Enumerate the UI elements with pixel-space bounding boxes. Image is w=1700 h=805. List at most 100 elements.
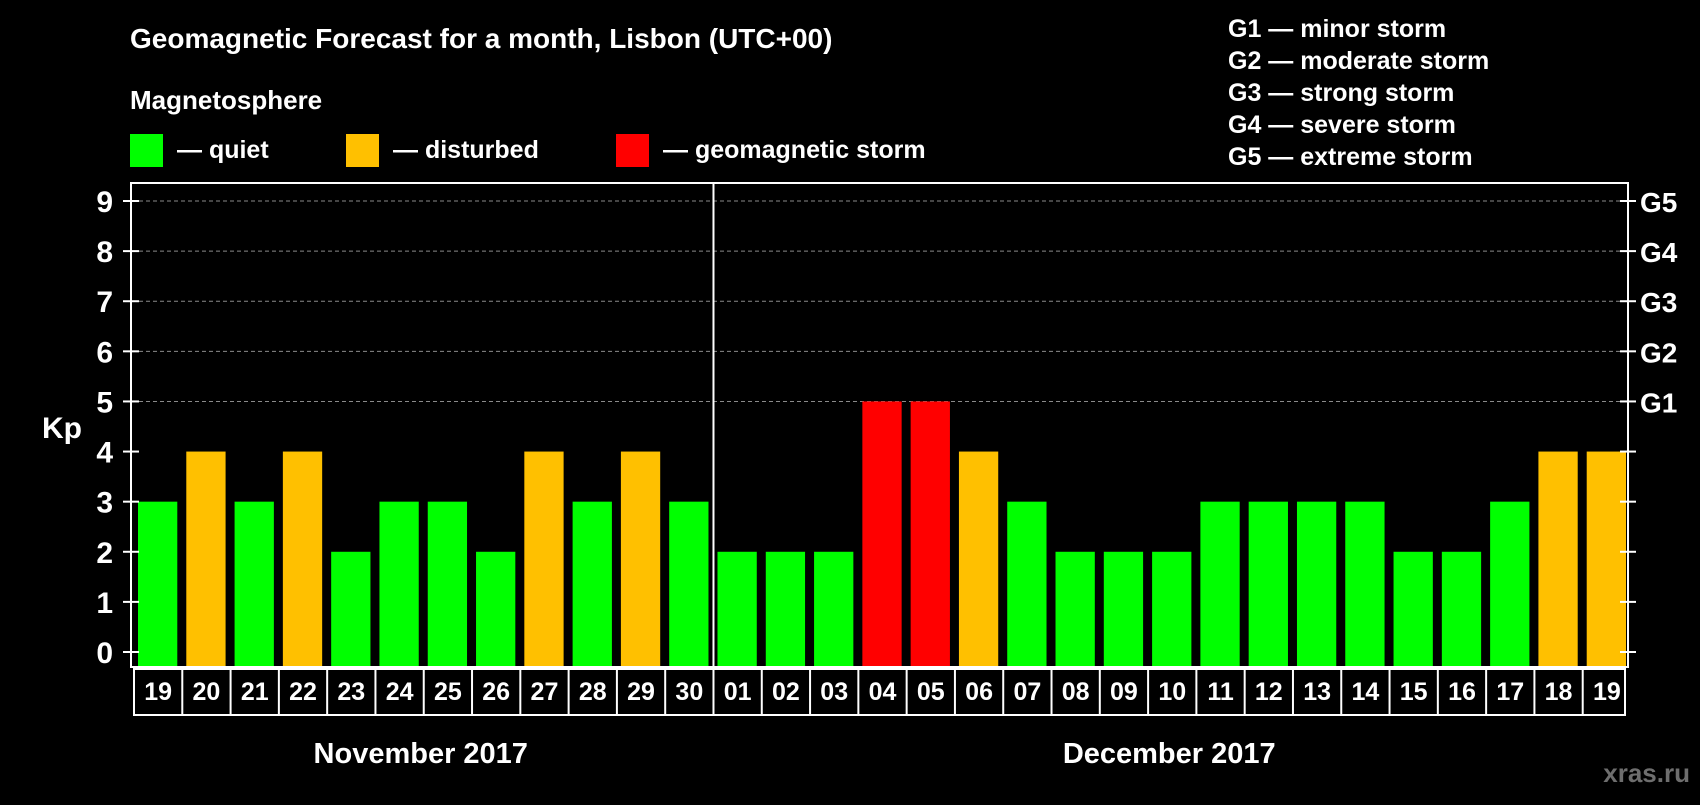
x-tick-label-6: 25 [434,678,462,706]
x-tick-label-30: 19 [1593,678,1621,706]
x-tick-label-22: 11 [1207,678,1234,706]
x-tick-label-19: 08 [1062,678,1090,706]
bar-9 [572,501,612,669]
x-tick-label-20: 09 [1110,678,1138,706]
watermark: xras.ru [1603,758,1690,788]
month-label-0: November 2017 [314,738,528,770]
bar-22 [1200,501,1240,669]
month-label-1: December 2017 [1063,738,1276,770]
plot-frame [130,182,1629,668]
bar-5 [379,501,419,669]
bar-18 [1007,501,1047,669]
bar-29 [1538,451,1578,669]
y-tick-label-1: 1 [96,587,113,620]
bar-26 [1393,551,1433,669]
x-tick-label-29: 18 [1545,678,1573,706]
y-tick-label-7: 7 [96,286,113,319]
x-tick-label-28: 17 [1496,678,1524,706]
bars [138,401,1626,669]
x-tick-label-17: 06 [965,678,993,706]
y-tick-label-2: 2 [96,537,113,570]
bar-3 [282,451,323,669]
bar-11 [669,501,709,669]
x-tick-label-11: 30 [675,678,703,706]
bar-25 [1345,501,1385,669]
bar-24 [1296,501,1337,669]
x-tick-label-10: 29 [627,678,655,706]
legend-swatch-0 [130,134,163,167]
bar-8 [524,451,564,669]
chart-title: Geomagnetic Forecast for a month, Lisbon… [130,23,832,54]
storm-scale-item-4: G5 — extreme storm [1228,143,1473,171]
x-tick-label-15: 04 [869,678,897,706]
bar-10 [620,451,661,669]
x-tick-label-4: 23 [337,678,365,706]
y-axis-label: Kp [42,412,82,445]
legend-heading: Magnetosphere [130,85,322,115]
x-tick-label-21: 10 [1158,678,1186,706]
bar-12 [717,551,757,669]
x-tick-label-8: 27 [531,678,559,706]
storm-scale-legend: G1 — minor storm G2 — moderate storm G3 — … [1228,15,1489,171]
bar-14 [814,551,854,669]
bar-13 [765,551,806,669]
bar-2 [234,501,274,669]
x-tick-label-7: 26 [482,678,510,706]
x-tick-label-5: 24 [386,678,414,706]
bar-4 [331,551,371,669]
y-tick-label-3: 3 [96,487,113,520]
x-tick-label-18: 07 [1013,678,1041,706]
bar-6 [427,501,468,669]
bar-20 [1103,551,1144,669]
x-tick-label-1: 20 [193,678,221,706]
g-level-label-1: G2 [1640,337,1677,368]
x-tick-labels: 19 20 21 22 23 24 25 26 27 28 29 30 01 02 03 04 05 06 07 08… [133,668,1626,770]
y-tick-label-5: 5 [96,386,113,419]
x-tick-label-0: 19 [144,678,172,706]
x-tick-label-12: 01 [724,678,752,706]
y-tick-label-8: 8 [96,236,113,269]
x-tick-label-3: 22 [289,678,317,706]
date-row-frame [133,668,1626,716]
x-tick-label-9: 28 [579,678,607,706]
legend-swatch-2 [616,134,649,167]
storm-scale-item-2: G3 — strong storm [1228,79,1454,107]
legend-label-1: — disturbed [393,136,539,164]
bar-0 [138,501,178,669]
x-tick-label-2: 21 [241,678,269,706]
x-tick-label-23: 12 [1255,678,1283,706]
g-level-label-2: G3 [1640,287,1677,318]
y-tick-label-0: 0 [96,637,113,670]
bar-15 [862,401,902,669]
bar-21 [1152,551,1192,669]
x-tick-label-24: 13 [1303,678,1331,706]
bar-7 [476,551,516,669]
y-tick-label-6: 6 [96,336,113,369]
storm-scale-item-3: G4 — severe storm [1228,111,1456,139]
legend-label-2: — geomagnetic storm [663,136,926,164]
legend: — quiet — disturbed — geomagnetic storm [130,134,926,167]
bar-23 [1248,501,1288,669]
bar-28 [1490,501,1530,669]
bar-27 [1441,551,1482,669]
legend-label-0: — quiet [177,136,269,164]
y-tick-label-9: 9 [96,186,113,219]
bar-19 [1055,551,1095,669]
x-tick-label-14: 03 [820,678,848,706]
g-level-label-3: G4 [1640,237,1678,268]
y-tick-label-4: 4 [96,437,113,470]
x-tick-label-26: 15 [1400,678,1428,706]
bar-1 [186,451,226,669]
bar-16 [910,401,950,669]
storm-scale-item-0: G1 — minor storm [1228,15,1446,43]
x-tick-label-25: 14 [1351,678,1379,706]
axes: 0 1 2 3 4 5 6 7 8 9 G1 G2 G3 G4 G5 [96,182,1678,670]
g-level-label-4: G5 [1640,187,1677,218]
x-tick-label-13: 02 [772,678,800,706]
storm-scale-item-1: G2 — moderate storm [1228,47,1489,75]
bar-30 [1586,451,1626,669]
bar-17 [958,451,999,669]
x-tick-label-16: 05 [917,678,945,706]
g-level-label-0: G1 [1640,387,1677,418]
x-tick-label-27: 16 [1448,678,1476,706]
